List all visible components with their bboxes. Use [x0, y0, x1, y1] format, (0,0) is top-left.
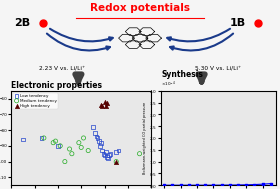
Medium tendency	[114, 160, 118, 163]
Legend: Low tendency, Medium tendency, High tendency: Low tendency, Medium tendency, High tend…	[13, 93, 58, 109]
Medium tendency	[81, 136, 86, 139]
Point	[260, 183, 265, 186]
Point	[211, 184, 216, 187]
Low tendency	[39, 136, 44, 139]
Low tendency	[98, 144, 102, 147]
Medium tendency	[53, 140, 58, 143]
Low tendency	[108, 152, 113, 155]
FancyArrowPatch shape	[170, 34, 233, 50]
Medium tendency	[42, 136, 46, 139]
Point	[269, 182, 273, 185]
Low tendency	[107, 154, 111, 157]
Point	[220, 184, 224, 187]
Medium tendency	[67, 147, 72, 150]
Medium tendency	[137, 152, 142, 155]
Low tendency	[100, 149, 104, 152]
Low tendency	[99, 141, 103, 144]
Medium tendency	[63, 160, 67, 163]
Text: 2B: 2B	[14, 18, 31, 28]
High tendency	[104, 105, 108, 108]
Low tendency	[114, 151, 118, 154]
High tendency	[114, 160, 118, 163]
Text: Electronic properties: Electronic properties	[11, 81, 102, 90]
Medium tendency	[58, 144, 62, 147]
Low tendency	[93, 132, 97, 135]
Low tendency	[101, 152, 106, 155]
Low tendency	[91, 125, 95, 129]
High tendency	[102, 100, 107, 103]
Low tendency	[96, 140, 101, 143]
High tendency	[100, 105, 104, 108]
Y-axis label: Boltzmann-weighted CO partial pressure: Boltzmann-weighted CO partial pressure	[143, 102, 147, 174]
Text: Synthesis: Synthesis	[161, 70, 203, 79]
High tendency	[105, 102, 109, 105]
FancyArrowPatch shape	[198, 74, 205, 82]
Text: 1B: 1B	[230, 18, 246, 28]
Point	[252, 183, 257, 186]
Point	[162, 184, 167, 187]
Low tendency	[116, 149, 121, 152]
Point	[244, 183, 249, 186]
Low tendency	[21, 138, 25, 141]
Point	[195, 184, 199, 187]
Point	[170, 184, 175, 187]
FancyArrowPatch shape	[47, 34, 110, 50]
Low tendency	[56, 144, 60, 147]
FancyArrowPatch shape	[75, 74, 82, 82]
High tendency	[99, 103, 103, 106]
Low tendency	[105, 155, 109, 158]
FancyArrowPatch shape	[50, 29, 113, 41]
Text: 5.30 V vs. Li/Li⁺: 5.30 V vs. Li/Li⁺	[195, 66, 241, 70]
Point	[178, 184, 183, 187]
Point	[236, 184, 240, 187]
Text: 2.23 V vs. Li/Li⁺: 2.23 V vs. Li/Li⁺	[39, 66, 85, 70]
Medium tendency	[79, 146, 83, 149]
Low tendency	[95, 136, 100, 139]
Medium tendency	[51, 141, 55, 144]
Low tendency	[104, 151, 108, 154]
Low tendency	[102, 154, 107, 157]
FancyArrowPatch shape	[167, 29, 230, 41]
Medium tendency	[70, 152, 74, 155]
Point	[203, 184, 207, 187]
Medium tendency	[86, 149, 90, 152]
Text: Redox potentials: Redox potentials	[90, 3, 190, 13]
Point	[228, 184, 232, 187]
Point	[187, 184, 191, 187]
Low tendency	[106, 157, 110, 160]
Medium tendency	[77, 141, 81, 144]
Low tendency	[94, 135, 99, 138]
